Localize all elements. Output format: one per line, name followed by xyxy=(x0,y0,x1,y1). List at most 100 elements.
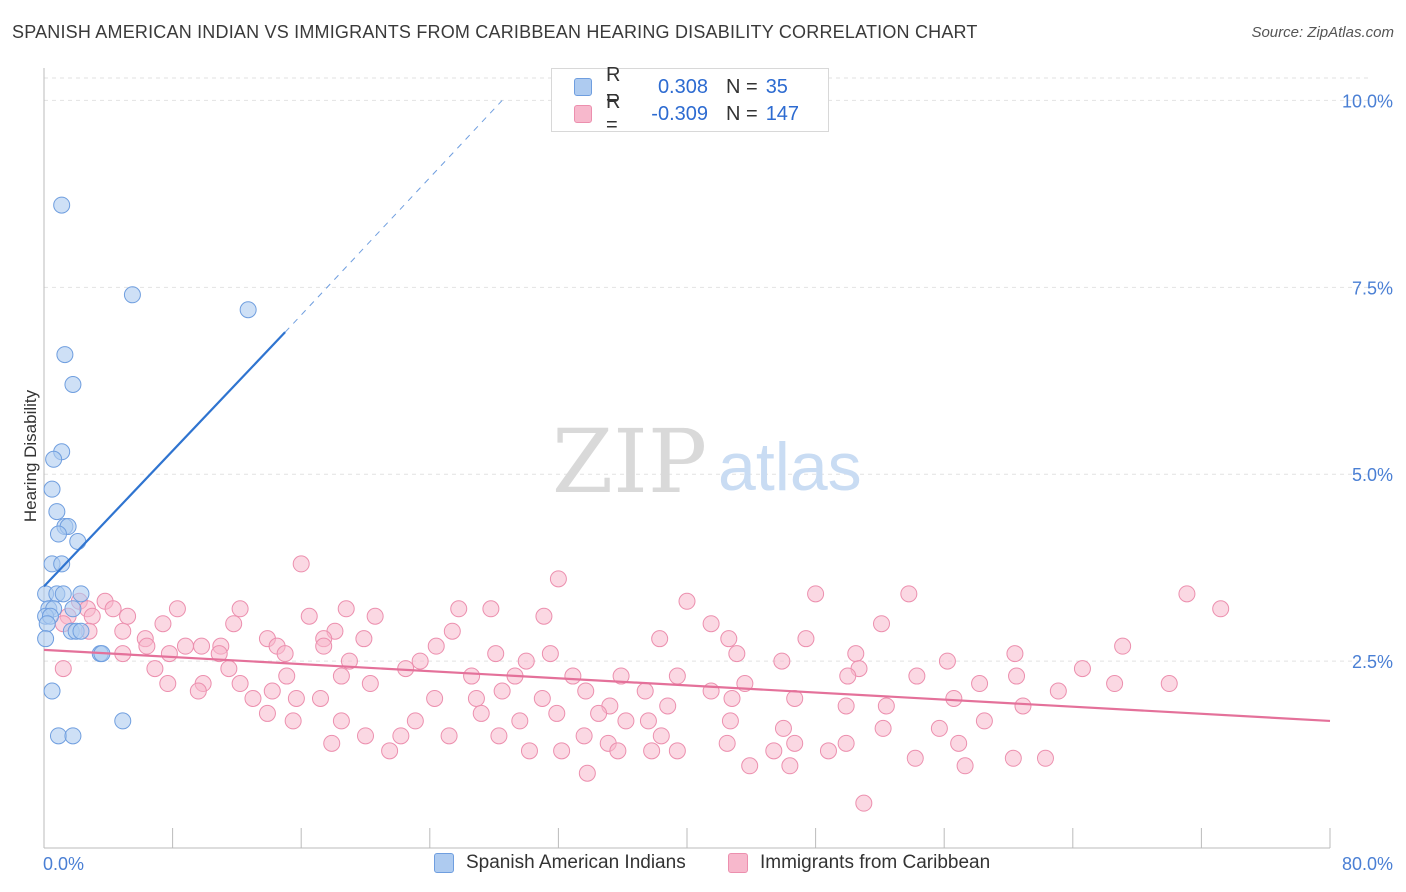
legend-r-label: R = xyxy=(606,64,621,109)
data-point-caribbean xyxy=(189,682,207,700)
data-point-caribbean xyxy=(54,660,72,678)
data-point-caribbean xyxy=(549,570,567,588)
data-point-spanish-american-indian xyxy=(114,712,132,730)
data-point-caribbean xyxy=(906,749,924,767)
data-point-caribbean xyxy=(392,727,410,745)
data-point-caribbean xyxy=(564,667,582,685)
data-point-spanish-american-indian xyxy=(53,555,71,573)
data-point-caribbean xyxy=(463,667,481,685)
legend-n-label: N = xyxy=(726,75,758,98)
data-point-caribbean xyxy=(930,719,948,737)
data-point-caribbean xyxy=(443,622,461,640)
data-point-caribbean xyxy=(535,607,553,625)
data-point-caribbean xyxy=(797,630,815,648)
data-point-caribbean xyxy=(244,689,262,707)
data-point-caribbean xyxy=(773,652,791,670)
data-point-caribbean xyxy=(332,712,350,730)
data-point-caribbean xyxy=(651,630,669,648)
data-point-caribbean xyxy=(639,712,657,730)
data-point-caribbean xyxy=(210,645,228,663)
data-point-caribbean xyxy=(366,607,384,625)
data-point-spanish-american-indian xyxy=(239,301,257,319)
data-point-caribbean xyxy=(427,637,445,655)
data-point-spanish-american-indian xyxy=(64,600,82,618)
data-point-spanish-american-indian xyxy=(123,286,141,304)
y-tick-label: 5.0% xyxy=(1352,465,1393,485)
data-point-caribbean xyxy=(1049,682,1067,700)
data-point-caribbean xyxy=(908,667,926,685)
correlation-legend: R = 0.308 N = 35 R = -0.309 N = 147 xyxy=(551,64,829,136)
data-point-caribbean xyxy=(873,615,891,633)
data-point-caribbean xyxy=(718,734,736,752)
data-point-caribbean xyxy=(482,600,500,618)
data-point-spanish-american-indian xyxy=(54,585,72,603)
data-point-caribbean xyxy=(258,704,276,722)
data-point-caribbean xyxy=(119,607,137,625)
data-point-caribbean xyxy=(945,689,963,707)
chart-title: SPANISH AMERICAN INDIAN VS IMMIGRANTS FR… xyxy=(12,22,978,42)
series-immigrants-from-caribbean xyxy=(54,555,1230,812)
data-point-caribbean xyxy=(231,675,249,693)
data-point-spanish-american-indian xyxy=(56,346,74,364)
data-point-caribbean xyxy=(609,742,627,760)
data-point-caribbean xyxy=(426,689,444,707)
data-point-caribbean xyxy=(490,727,508,745)
data-point-caribbean xyxy=(938,652,956,670)
legend-r-value: 0.308 xyxy=(657,75,708,98)
bottom-legend-swatch-pink xyxy=(728,853,748,873)
data-point-caribbean xyxy=(786,689,804,707)
data-point-caribbean xyxy=(1212,600,1230,618)
data-point-spanish-american-indian xyxy=(43,682,61,700)
data-point-caribbean xyxy=(292,555,310,573)
data-point-caribbean xyxy=(839,667,857,685)
data-point-caribbean xyxy=(590,704,608,722)
data-point-caribbean xyxy=(723,689,741,707)
data-point-caribbean xyxy=(720,630,738,648)
data-point-caribbean xyxy=(104,600,122,618)
data-point-caribbean xyxy=(553,742,571,760)
data-point-caribbean xyxy=(467,689,485,707)
watermark-zip: ZIP xyxy=(552,410,707,513)
data-point-caribbean xyxy=(311,689,329,707)
data-point-spanish-american-indian xyxy=(72,622,90,640)
data-point-caribbean xyxy=(1006,645,1024,663)
data-point-caribbean xyxy=(472,704,490,722)
data-point-caribbean xyxy=(1014,697,1032,715)
data-point-caribbean xyxy=(643,742,661,760)
data-point-caribbean xyxy=(287,689,305,707)
x-tick-label: 0.0% xyxy=(43,854,84,874)
data-point-caribbean xyxy=(874,719,892,737)
data-point-caribbean xyxy=(315,637,333,655)
data-point-spanish-american-indian xyxy=(48,503,66,521)
data-point-caribbean xyxy=(617,712,635,730)
data-point-caribbean xyxy=(278,667,296,685)
data-point-caribbean xyxy=(786,734,804,752)
data-point-caribbean xyxy=(406,712,424,730)
data-point-caribbean xyxy=(548,704,566,722)
data-point-caribbean xyxy=(541,645,559,663)
bottom-legend-series1: Spanish American Indians xyxy=(434,852,686,874)
bottom-legend-label-blue: Spanish American Indians xyxy=(466,852,686,873)
data-point-caribbean xyxy=(774,719,792,737)
trend-extension-spanish-american-indians xyxy=(284,100,503,333)
grid-lines xyxy=(44,77,1370,662)
data-point-caribbean xyxy=(520,742,538,760)
data-point-caribbean xyxy=(511,712,529,730)
legend-n-value: 147 xyxy=(765,102,800,125)
data-point-caribbean xyxy=(819,742,837,760)
legend-swatch-pink xyxy=(574,105,592,123)
data-point-caribbean xyxy=(837,697,855,715)
data-point-caribbean xyxy=(837,734,855,752)
data-point-caribbean xyxy=(146,660,164,678)
data-point-caribbean xyxy=(487,645,505,663)
data-point-caribbean xyxy=(323,734,341,752)
data-point-caribbean xyxy=(1178,585,1196,603)
data-point-spanish-american-indian xyxy=(45,450,63,468)
data-point-caribbean xyxy=(361,675,379,693)
data-point-caribbean xyxy=(263,682,281,700)
data-point-spanish-american-indian xyxy=(49,727,67,745)
data-point-caribbean xyxy=(956,757,974,775)
bottom-legend-series2: Immigrants from Caribbean xyxy=(728,852,990,874)
data-point-caribbean xyxy=(225,615,243,633)
y-axis-label: Hearing Disability xyxy=(21,389,40,522)
